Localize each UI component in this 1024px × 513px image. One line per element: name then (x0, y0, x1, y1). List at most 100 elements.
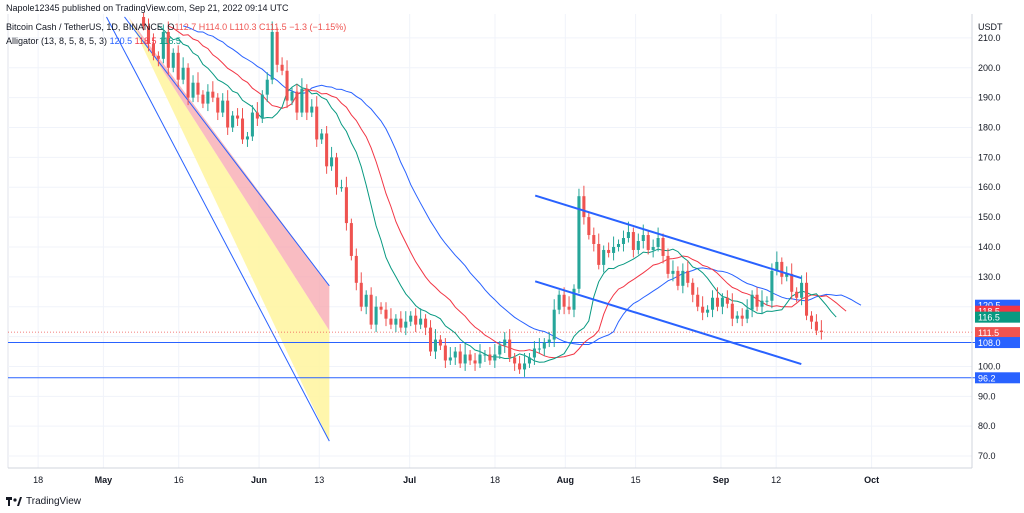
candle-body (275, 31, 279, 65)
y-tick-label: 200.0 (978, 63, 1001, 73)
candle-body (161, 31, 165, 59)
candle-body (567, 306, 571, 310)
candle-body (740, 315, 744, 319)
candle-body (636, 241, 640, 250)
candle-body (562, 294, 566, 307)
candle-body (710, 297, 715, 310)
indicator-jaw-value: 120.5 (109, 36, 133, 46)
alligator-lines (158, 25, 862, 363)
price-badge (975, 305, 1020, 317)
y-tick-label: 180.0 (978, 123, 1001, 133)
candle-body (384, 309, 388, 319)
candle-body (334, 157, 339, 188)
price-badge-label: 116.5 (978, 313, 1000, 323)
candle-body (280, 64, 284, 71)
candle-body (819, 330, 823, 333)
candle-body (399, 318, 403, 328)
candle-body (240, 118, 245, 140)
candle-body (686, 270, 690, 283)
candle-body (666, 255, 670, 274)
candle-body (547, 339, 551, 343)
x-tick-label: Jul (403, 475, 416, 485)
candle-body (661, 238, 665, 256)
candle-body (260, 94, 264, 119)
candle-body (196, 82, 200, 95)
candle-body (433, 339, 438, 352)
x-tick-label: Oct (864, 475, 879, 485)
tradingview-logo-text: TradingView (26, 496, 82, 507)
grid (7, 14, 972, 468)
candle-body (478, 354, 482, 364)
candle-body (760, 300, 764, 307)
candle-body (221, 100, 225, 113)
candle-body (448, 357, 452, 361)
price-badge (975, 337, 1020, 349)
candle-body (458, 351, 462, 364)
candle-body (706, 309, 710, 313)
alligator-lips (158, 25, 837, 363)
candle-body (483, 354, 487, 356)
candle-body (701, 306, 705, 313)
x-tick-label: 15 (631, 475, 641, 485)
candle-body (473, 360, 477, 364)
y-tick-label: 130.0 (978, 272, 1001, 282)
candle-body (201, 94, 205, 104)
candle-body (518, 363, 522, 370)
candle-body (621, 238, 626, 244)
candle-body (527, 357, 532, 364)
y-tick-label: 170.0 (978, 152, 1001, 162)
candle-body (226, 100, 230, 128)
candle-body (557, 294, 561, 310)
channel-line (534, 194, 802, 279)
y-tick-label: 150.0 (978, 212, 1001, 222)
candle-body (428, 327, 433, 352)
candle-body (176, 52, 180, 80)
candle-body (468, 354, 472, 361)
candle-body (804, 282, 809, 316)
candle-body (498, 345, 502, 355)
candle-body (339, 187, 343, 189)
candle-body (186, 67, 190, 98)
candle-body (488, 354, 492, 361)
candle-body (270, 31, 274, 80)
candle-body (171, 52, 175, 68)
candle-body (181, 67, 185, 80)
candle-body (206, 91, 210, 104)
price-badge (975, 299, 1020, 311)
candle-body (255, 112, 259, 119)
x-tick-label: 13 (314, 475, 324, 485)
candle-body (592, 235, 596, 244)
candle-body (493, 354, 497, 361)
candle-body (330, 157, 334, 167)
candle-body (389, 318, 393, 325)
candle-body (696, 294, 700, 307)
yellow-zone (128, 16, 330, 442)
candle-body (438, 339, 442, 346)
wedge-zones (106, 16, 330, 442)
candle-body (656, 238, 660, 247)
candle-body (409, 315, 413, 322)
tradingview-logo[interactable]: TradingView (6, 496, 81, 507)
candle-body (503, 339, 507, 346)
candle-body (775, 261, 779, 271)
candle-body (602, 249, 606, 265)
candle-body (780, 261, 784, 277)
candle-body (522, 363, 527, 370)
candle-body (151, 43, 155, 56)
candle-body (790, 273, 794, 292)
candle-body (750, 294, 754, 310)
symbol-line: Bitcoin Cash / TetherUS, 1D, BINANCE O11… (6, 22, 346, 32)
x-tick-label: Aug (557, 475, 575, 485)
y-tick-label: 140.0 (978, 242, 1001, 252)
candle-body (612, 246, 616, 253)
candle-body (795, 291, 799, 298)
candle-body (607, 249, 611, 253)
candle-body (443, 345, 447, 361)
candle-body (616, 243, 621, 247)
candle-body (414, 315, 418, 325)
y-tick-label: 90.0 (978, 391, 996, 401)
candle-body (166, 31, 170, 68)
candle-body (310, 106, 314, 113)
